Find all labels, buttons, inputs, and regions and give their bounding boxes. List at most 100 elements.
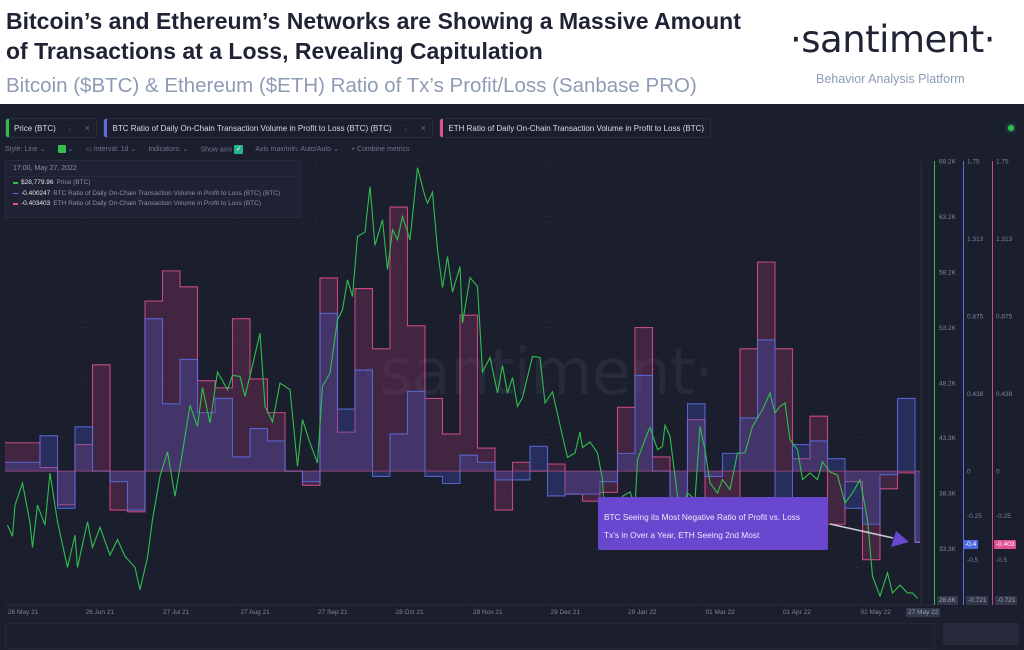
x-tick-label: 27 Aug 21	[241, 609, 271, 616]
btc-ratio-bar	[425, 471, 443, 477]
show-axis-toggle[interactable]: Show axis ✓	[200, 144, 244, 154]
eth-ratio-bar	[722, 471, 740, 503]
eth-ratio-bar	[215, 387, 233, 472]
btc-ratio-bar	[22, 462, 40, 472]
btc-ratio-bar	[477, 462, 495, 472]
eth-ratio-bar	[250, 378, 268, 472]
show-axis-label: Show axis	[200, 145, 233, 153]
btc-ratio-bar	[740, 417, 758, 472]
x-tick-label: 01 Mar 22	[706, 609, 736, 616]
santiment-logo: ·santiment·	[790, 18, 995, 61]
eth-ratio-bar	[757, 262, 775, 472]
btc-ratio-bar	[880, 471, 898, 475]
legend-value: $28,779.96	[21, 179, 54, 187]
eth-ratio-bar	[197, 380, 215, 472]
eth-ratio-bar	[127, 471, 145, 512]
eth-ratio-line	[5, 206, 920, 561]
btc-ratio-tick-label: 1.75	[967, 159, 980, 166]
eth-ratio-bar	[687, 419, 705, 472]
btc-ratio-bar	[565, 471, 583, 495]
eth-ratio-bar	[792, 458, 810, 472]
legend-row-price: $28,779.96 Price (BTC)	[6, 178, 300, 188]
combine-metrics-button[interactable]: + Combine metrics	[351, 145, 410, 153]
tab-eth-ratio[interactable]: ETH Ratio of Daily On-Chain Transaction …	[439, 118, 712, 138]
eth-ratio-bar	[57, 471, 75, 505]
watermark: ·santiment·	[360, 336, 714, 410]
btc-ratio-tick-label: 0.438	[967, 391, 984, 398]
color-select[interactable]: ⌄	[57, 145, 73, 154]
legend-label: Price (BTC)	[56, 179, 91, 187]
eth-ratio-tick-label: -0.25	[996, 513, 1011, 520]
btc-current-badge: -0.4	[963, 540, 979, 549]
btc-ratio-bar	[810, 440, 828, 472]
btc-ratio-bar	[582, 471, 600, 495]
chart-legend: 17:00, May 27, 2022 $28,779.96 Price (BTC…	[5, 160, 301, 218]
x-tick-label: 26 May 21	[8, 609, 39, 616]
eth-ratio-tick-label: 1.313	[996, 236, 1013, 243]
x-tick-label: 27 Jul 21	[163, 609, 190, 616]
more-icon[interactable]: ⋮	[401, 123, 410, 133]
chart-toolbar: Style: Line ⌄ ⌄ ▭ Interval: 1d ⌄ Indicat…	[5, 143, 410, 155]
x-tick-label: 01 Apr 22	[783, 609, 811, 616]
more-icon[interactable]: ⋮	[65, 123, 74, 133]
tab-btc-ratio[interactable]: BTC Ratio of Daily On-Chain Transaction …	[103, 118, 434, 138]
close-icon[interactable]: ✕	[419, 123, 427, 133]
eth-ratio-bar	[915, 471, 920, 543]
legend-swatch	[13, 203, 18, 205]
btc-ratio-bar	[460, 455, 478, 472]
price-tick-label: 38.3K	[939, 490, 957, 497]
legend-row-btc: -0.400247 BTC Ratio of Daily On-Chain Tra…	[6, 189, 300, 199]
annotation-line: Tx’s in Over a Year, ETH Seeing 2nd Most	[604, 530, 760, 540]
eth-ratio-bar	[547, 464, 565, 472]
eth-ratio-bar	[495, 471, 513, 511]
btc-ratio-bar	[355, 370, 373, 472]
btc-ratio-bar	[57, 471, 75, 509]
eth-min-tag: -0.721	[995, 596, 1018, 605]
tab-label: BTC Ratio of Daily On-Chain Transaction …	[112, 123, 392, 133]
interval-select[interactable]: ▭ Interval: 1d ⌄	[85, 146, 137, 153]
annotation-line: BTC Seeing its Most Negative Ratio of Pr…	[604, 512, 800, 522]
close-icon[interactable]: ✕	[83, 123, 91, 133]
annotation-arrowhead-icon	[891, 531, 909, 547]
btc-ratio-bar	[635, 375, 653, 472]
logo-tagline: Behavior Analysis Platform	[816, 72, 965, 86]
btc-ratio-bar	[372, 471, 390, 477]
btc-ratio-bar	[302, 471, 320, 482]
eth-ratio-bar	[810, 416, 828, 472]
btc-ratio-bar	[75, 426, 93, 472]
timeline-navigator[interactable]	[5, 623, 935, 649]
annotation-box: BTC Seeing its Most Negative Ratio of Pr…	[598, 497, 828, 550]
indicators-select[interactable]: Indicators: ⌄	[148, 146, 189, 153]
eth-current-badge: -0.403	[994, 540, 1017, 549]
eth-ratio-bar	[407, 325, 425, 472]
axis-maxmin-select[interactable]: Axis max/min: Auto/Auto ⌄	[255, 146, 339, 153]
annotation-arrow-line	[829, 523, 894, 539]
navigator-selection-handle[interactable]	[943, 623, 1019, 645]
eth-ratio-bar	[442, 433, 460, 472]
metric-tabs: Price (BTC) ⋮ ✕ BTC Ratio of Daily On-Chai…	[5, 118, 712, 138]
tab-label: Price (BTC)	[14, 123, 56, 133]
btc-ratio-bar	[687, 403, 705, 472]
btc-ratio-bar	[530, 446, 548, 472]
x-tick-label: 27 Sep 21	[318, 609, 348, 616]
btc-min-tag: -0.721	[966, 596, 989, 605]
tab-price-btc[interactable]: Price (BTC) ⋮ ✕	[5, 118, 98, 138]
eth-ratio-bar	[40, 467, 58, 472]
btc-ratio-bar	[827, 458, 845, 472]
checkbox-checked-icon[interactable]: ✓	[234, 144, 244, 154]
live-indicator-icon	[1008, 125, 1014, 131]
btc-ratio-tick-label: -0.5	[967, 557, 979, 564]
btc-ratio-bar	[232, 456, 250, 472]
eth-ratio-bar	[390, 207, 408, 472]
style-select[interactable]: Style: Line ⌄	[5, 146, 46, 153]
eth-ratio-bar	[337, 432, 355, 472]
eth-ratio-bar	[5, 442, 23, 472]
btc-ratio-bar	[407, 391, 425, 472]
eth-ratio-bar	[652, 456, 670, 472]
btc-ratio-bar	[792, 444, 810, 472]
eth-ratio-bar	[740, 348, 758, 472]
btc-ratio-bar	[495, 471, 513, 480]
legend-value: -0.400247	[21, 189, 51, 197]
btc-ratio-bar	[110, 471, 128, 482]
